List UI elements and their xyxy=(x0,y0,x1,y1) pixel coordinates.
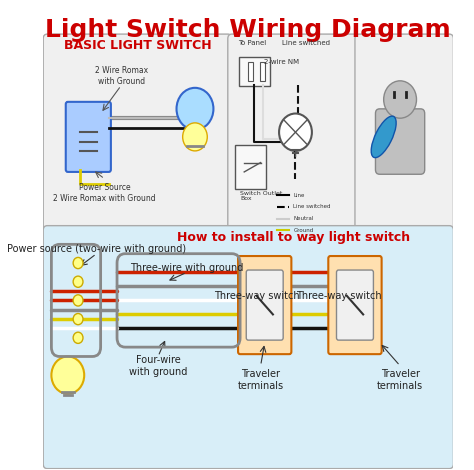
Text: BASIC LIGHT SWITCH: BASIC LIGHT SWITCH xyxy=(64,39,211,52)
FancyBboxPatch shape xyxy=(260,62,265,81)
FancyBboxPatch shape xyxy=(355,34,454,230)
Text: Traveler
terminals: Traveler terminals xyxy=(237,369,283,391)
Circle shape xyxy=(279,114,312,151)
FancyBboxPatch shape xyxy=(235,145,265,189)
Text: Line: Line xyxy=(293,193,305,198)
Circle shape xyxy=(73,276,83,287)
FancyBboxPatch shape xyxy=(246,270,283,340)
Text: Ground: Ground xyxy=(293,228,314,233)
Text: Neutral: Neutral xyxy=(293,216,314,221)
Text: Three-way switch: Three-way switch xyxy=(296,291,382,301)
FancyBboxPatch shape xyxy=(337,270,374,340)
Circle shape xyxy=(51,356,84,394)
Circle shape xyxy=(73,258,83,269)
Circle shape xyxy=(73,295,83,306)
Text: 2 Wire Romax
with Ground: 2 Wire Romax with Ground xyxy=(95,66,148,86)
Text: 2-wire NM: 2-wire NM xyxy=(264,59,299,65)
Circle shape xyxy=(73,332,83,344)
FancyBboxPatch shape xyxy=(228,34,359,230)
Text: Power Source
2 Wire Romax with Ground: Power Source 2 Wire Romax with Ground xyxy=(54,183,156,203)
Text: Traveler
terminals: Traveler terminals xyxy=(377,369,423,391)
Text: Light Switch Wiring Diagram: Light Switch Wiring Diagram xyxy=(46,18,451,42)
Ellipse shape xyxy=(371,116,396,157)
FancyBboxPatch shape xyxy=(238,256,292,354)
Text: Four-wire
with ground: Four-wire with ground xyxy=(129,355,187,376)
FancyBboxPatch shape xyxy=(43,226,454,469)
Circle shape xyxy=(383,81,417,118)
FancyBboxPatch shape xyxy=(239,56,270,86)
FancyBboxPatch shape xyxy=(328,256,382,354)
Text: Line switched: Line switched xyxy=(282,40,330,47)
Text: Three-way switch: Three-way switch xyxy=(214,291,299,301)
Circle shape xyxy=(73,313,83,325)
Circle shape xyxy=(176,88,213,130)
Text: Power source (two-wire with ground): Power source (two-wire with ground) xyxy=(7,244,186,254)
FancyBboxPatch shape xyxy=(375,109,425,174)
Text: Line switched: Line switched xyxy=(293,204,331,210)
Text: Three-wire with ground: Three-wire with ground xyxy=(130,263,244,273)
FancyBboxPatch shape xyxy=(43,34,232,230)
Text: Switch Outlet
Box: Switch Outlet Box xyxy=(240,191,283,202)
Text: How to install to way light switch: How to install to way light switch xyxy=(177,231,410,244)
FancyBboxPatch shape xyxy=(248,62,253,81)
Circle shape xyxy=(182,123,207,151)
FancyBboxPatch shape xyxy=(66,102,111,172)
Text: To Panel: To Panel xyxy=(238,40,266,47)
